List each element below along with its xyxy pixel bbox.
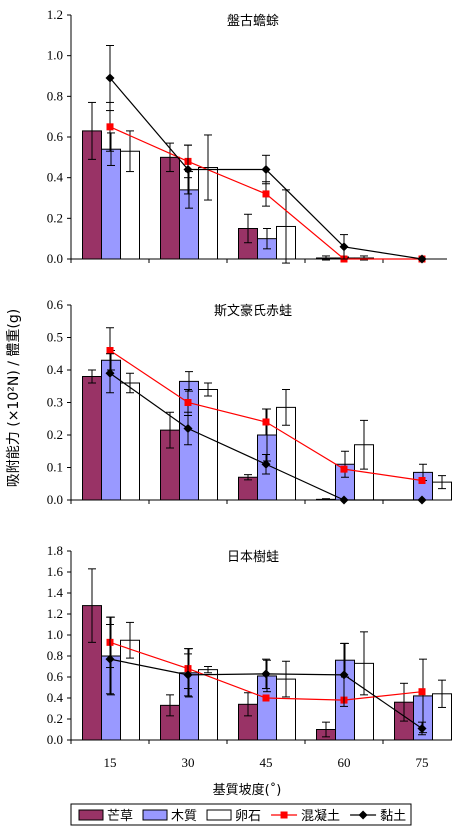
panel-title: 斯文豪氏赤蛙 [214,303,292,319]
legend-swatch [78,809,104,821]
y-tick-label: 0.4 [47,362,64,377]
marker-混凝土 [184,399,192,406]
y-tick-label: 1.8 [47,543,63,558]
legend-swatch [206,809,232,821]
y-tick-label: 1.2 [47,7,63,22]
marker-黏土 [261,165,271,175]
marker-混凝土 [262,190,270,198]
marker-黏土 [183,424,193,433]
x-tick-label: 60 [338,755,351,770]
y-tick-label: 0.4 [47,690,64,705]
panel-3: 日本樹蛙 0.0 0.2 0.4 0.6 0.8 1.0 1.2 1.4 1.6 1.8 15 30 45… [47,543,452,770]
bar-芒草 [82,376,102,501]
y-tick-label: 0.6 [47,669,64,684]
legend-item: 卵石 [206,809,261,824]
marker-混凝土 [418,477,426,484]
marker-黏土 [417,723,427,733]
y-tick-label: 1.0 [47,48,63,63]
marker-混凝土 [262,418,270,426]
y-tick-label: 0.1 [47,460,63,475]
bar-卵石 [198,669,218,741]
marker-黏土 [183,165,193,175]
bar-芒草 [160,156,180,260]
legend-item: 混凝土 [271,808,340,824]
legend-item: 木質 [142,809,197,824]
legend-label: 混凝土 [301,808,340,824]
y-tick-label: 0.6 [47,297,64,312]
marker-黏土 [417,495,427,505]
y-tick-label: 0.2 [47,711,63,726]
marker-黏土 [339,495,349,505]
marker-黏土 [105,654,115,664]
legend-marker [358,810,368,820]
marker-黏土 [261,669,271,679]
x-tick-label: 45 [260,755,273,770]
y-tick-label: 0.6 [47,129,64,144]
y-tick-label: 0.0 [47,492,63,507]
legend-label: 木質 [171,809,197,824]
chart-panels: 盤古蟾蜍 0.0 0.2 0.4 0.6 0.8 1.0 1.2 斯文豪氏赤蛙 0.0 0.1 0.2… [47,7,452,770]
bar-木質 [101,359,121,501]
y-tick-label: 0.8 [47,88,63,103]
marker-黏土 [105,73,115,83]
marker-黏土 [261,459,271,469]
y-tick-label: 0.8 [47,648,63,663]
y-tick-label: 0.5 [47,330,63,345]
x-tick-label: 15 [104,755,117,770]
x-tick-label: 75 [416,755,429,770]
marker-混凝土 [340,465,348,473]
marker-黏土 [183,670,193,680]
panel-title: 盤古蟾蜍 [227,13,279,29]
y-tick-label: 1.2 [47,606,63,621]
y-tick-label: 0.3 [47,395,63,410]
marker-混凝土 [262,694,270,702]
y-axis-title: 吸附能力 (×10²N) / 體重(g) [6,309,22,487]
panel-2: 斯文豪氏赤蛙 0.0 0.1 0.2 0.3 0.4 0.5 0.6 [47,297,452,507]
y-tick-label: 0.4 [47,170,64,185]
y-tick-label: 1.4 [47,585,64,600]
legend-swatch [142,809,168,821]
marker-混凝土 [106,123,114,131]
marker-黏土 [105,368,115,378]
y-tick-label: 0.0 [47,732,63,747]
x-axis-title: 基質坡度(˚) [213,782,282,798]
marker-混凝土 [106,347,114,354]
legend-label: 芒草 [107,808,133,824]
bar-芒草 [238,476,258,501]
panel-title: 日本樹蛙 [227,550,279,565]
marker-黏土 [339,242,349,252]
y-tick-label: 1.0 [47,627,63,642]
panel-1: 盤古蟾蜍 0.0 0.2 0.4 0.6 0.8 1.0 1.2 [47,7,447,266]
marker-黏土 [417,254,427,264]
legend: 芒草 木質 卵石 混凝土 黏土 [70,803,412,826]
x-tick-label: 30 [182,755,195,770]
legend-item: 芒草 [78,808,133,824]
marker-黏土 [339,670,349,680]
legend-label: 卵石 [235,809,261,824]
marker-混凝土 [418,688,426,696]
legend-marker [280,811,288,819]
legend-item: 黏土 [350,808,406,824]
y-tick-label: 0.2 [47,210,63,225]
legend-label: 黏土 [380,808,406,824]
y-tick-label: 0.0 [47,251,63,266]
y-tick-label: 0.2 [47,427,63,442]
y-tick-label: 1.6 [47,564,64,579]
bar-卵石 [120,382,140,501]
